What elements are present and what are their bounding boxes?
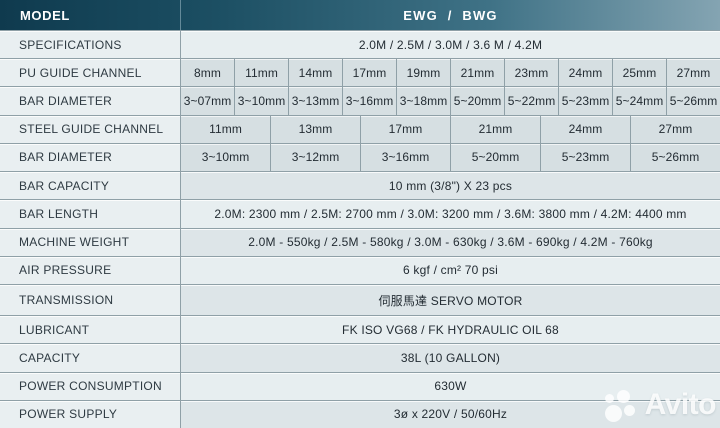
cell-value: 5~26mm [630,143,720,172]
cell-value: 19mm [396,59,450,87]
row-cells: 8mm 11mm 14mm 17mm 19mm 21mm 23mm 24mm 2… [180,59,720,87]
cell-value: 25mm [612,59,666,87]
table-row: MACHINE WEIGHT 2.0M - 550kg / 2.5M - 580… [0,227,720,256]
cell-value: 11mm [234,59,288,87]
model-header-value: EWG / BWG [180,0,720,30]
cell-value: 24mm [558,59,612,87]
cell-value: 3~07mm [180,87,234,115]
table-row: POWER SUPPLY 3ø x 220V / 50/60Hz [0,399,720,428]
cell-value: 11mm [180,115,270,143]
row-label: SPECIFICATIONS [0,31,180,59]
table-row: PU GUIDE CHANNEL 8mm 11mm 14mm 17mm 19mm… [0,58,720,87]
row-value: FK ISO VG68 / FK HYDRAULIC OIL 68 [180,316,720,344]
row-value: 38L (10 GALLON) [180,344,720,372]
row-value: 2.0M: 2300 mm / 2.5M: 2700 mm / 3.0M: 32… [180,200,720,228]
cell-value: 3~16mm [360,143,450,172]
cell-value: 3~18mm [396,87,450,115]
row-value: 3ø x 220V / 50/60Hz [180,400,720,428]
cell-value: 8mm [180,59,234,87]
cell-value: 23mm [504,59,558,87]
cell-value: 5~20mm [450,87,504,115]
cell-value: 5~20mm [450,143,540,172]
table-row: BAR CAPACITY 10 mm (3/8") X 23 pcs [0,171,720,200]
table-row: CAPACITY 38L (10 GALLON) [0,343,720,372]
table-row: BAR DIAMETER 3~10mm 3~12mm 3~16mm 5~20mm… [0,142,720,172]
cell-value: 5~26mm [666,87,720,115]
row-cells: 3~10mm 3~12mm 3~16mm 5~20mm 5~23mm 5~26m… [180,143,720,172]
row-cells: 11mm 13mm 17mm 21mm 24mm 27mm [180,115,720,143]
table-row: AIR PRESSURE 6 kgf / cm² 70 psi [0,255,720,284]
row-label: POWER CONSUMPTION [0,372,180,400]
cell-value: 3~16mm [342,87,396,115]
row-label: LUBRICANT [0,316,180,344]
row-label: STEEL GUIDE CHANNEL [0,115,180,143]
row-value: 2.0M / 2.5M / 3.0M / 3.6 M / 4.2M [180,31,720,59]
table-row: BAR LENGTH 2.0M: 2300 mm / 2.5M: 2700 mm… [0,199,720,228]
row-label: BAR CAPACITY [0,172,180,200]
row-cells: 3~07mm 3~10mm 3~13mm 3~16mm 3~18mm 5~20m… [180,87,720,115]
table-row: LUBRICANT FK ISO VG68 / FK HYDRAULIC OIL… [0,315,720,344]
cell-value: 3~12mm [270,143,360,172]
cell-value: 27mm [630,115,720,143]
cell-value: 21mm [450,59,504,87]
model-header-label: MODEL [20,7,70,23]
row-label: AIR PRESSURE [0,256,180,284]
row-value: 10 mm (3/8") X 23 pcs [180,172,720,200]
cell-value: 5~22mm [504,87,558,115]
row-value: 6 kgf / cm² 70 psi [180,256,720,284]
row-value: 2.0M - 550kg / 2.5M - 580kg / 3.0M - 630… [180,228,720,256]
row-value: 630W [180,372,720,400]
cell-value: 17mm [360,115,450,143]
cell-value: 5~23mm [558,87,612,115]
row-label: MACHINE WEIGHT [0,228,180,256]
table-row: BAR DIAMETER 3~07mm 3~10mm 3~13mm 3~16mm… [0,86,720,115]
cell-value: 3~13mm [288,87,342,115]
table-header-row: MODEL EWG / BWG [0,0,720,30]
cell-value: 14mm [288,59,342,87]
table-row: POWER CONSUMPTION 630W [0,371,720,400]
table-row: STEEL GUIDE CHANNEL 11mm 13mm 17mm 21mm … [0,114,720,143]
cell-value: 27mm [666,59,720,87]
row-label: BAR DIAMETER [0,143,180,172]
row-label: BAR DIAMETER [0,87,180,115]
row-label: TRANSMISSION [0,284,180,316]
cell-value: 24mm [540,115,630,143]
row-label: POWER SUPPLY [0,400,180,428]
cell-value: 5~24mm [612,87,666,115]
row-value: 伺服馬達 SERVO MOTOR [180,284,720,316]
cell-value: 21mm [450,115,540,143]
cell-value: 13mm [270,115,360,143]
table-row: TRANSMISSION 伺服馬達 SERVO MOTOR [0,283,720,316]
cell-value: 17mm [342,59,396,87]
row-label: PU GUIDE CHANNEL [0,59,180,87]
cell-value: 5~23mm [540,143,630,172]
cell-value: 3~10mm [234,87,288,115]
cell-value: 3~10mm [180,143,270,172]
table-row: SPECIFICATIONS 2.0M / 2.5M / 3.0M / 3.6 … [0,30,720,59]
row-label: BAR LENGTH [0,200,180,228]
row-label: CAPACITY [0,344,180,372]
